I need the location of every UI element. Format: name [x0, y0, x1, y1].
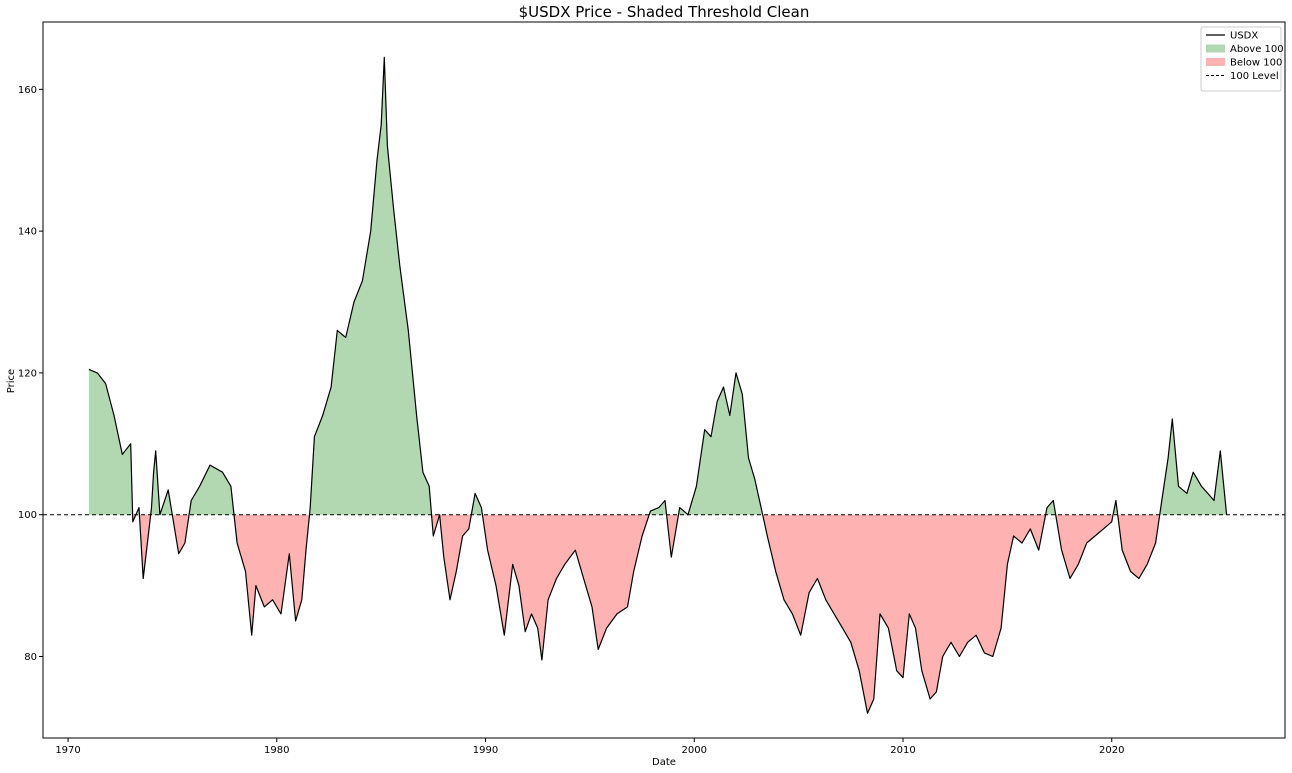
- y-tick-label: 160: [18, 85, 37, 96]
- plot-frame: [42, 21, 1286, 739]
- plot-area: [43, 56, 1285, 714]
- above-threshold-area-16: [678, 372, 763, 515]
- above-threshold-area-18: [1045, 500, 1056, 515]
- below-threshold-area-15: [666, 514, 679, 558]
- y-tick-label: 140: [18, 227, 37, 238]
- above-threshold-area-8: [309, 57, 432, 515]
- below-threshold-area-19: [1055, 514, 1114, 579]
- legend-label-100-level: 100 Level: [1230, 71, 1279, 82]
- below-threshold-area-7: [234, 514, 310, 636]
- legend-swatch-above-100: [1206, 44, 1225, 53]
- axes: 1970 1980 1990 2000 2010 2020 80 100 120 140 160: [18, 85, 1125, 756]
- x-tick-label: 1970: [55, 745, 80, 756]
- x-tick-label: 1990: [473, 745, 498, 756]
- legend-label-usdx: USDX: [1230, 31, 1258, 42]
- legend-label-above-100: Above 100: [1230, 44, 1284, 55]
- legend-label-below-100: Below 100: [1230, 58, 1282, 69]
- legend: USDX Above 100 Below 100 100 Level: [1200, 26, 1284, 92]
- below-threshold-area-17: [762, 514, 1046, 714]
- y-tick-label: 80: [24, 652, 37, 663]
- below-threshold-area-11: [439, 514, 472, 600]
- x-tick-label: 2010: [890, 745, 915, 756]
- y-axis-label: Price: [6, 369, 17, 393]
- above-threshold-area-6: [189, 465, 234, 515]
- above-threshold-area-22: [1159, 419, 1227, 515]
- above-threshold-area-4: [150, 450, 173, 515]
- chart-title: $USDX Price - Shaded Threshold Clean: [519, 3, 810, 21]
- below-threshold-area-5: [172, 514, 190, 554]
- above-threshold-area-0: [88, 369, 133, 515]
- below-threshold-area-13: [482, 514, 650, 660]
- y-tick-label: 120: [18, 368, 37, 379]
- x-axis-label: Date: [652, 757, 676, 768]
- below-threshold-area-3: [139, 514, 151, 579]
- x-tick-label: 2020: [1099, 745, 1124, 756]
- below-threshold-area-21: [1117, 514, 1160, 579]
- legend-swatch-below-100: [1206, 58, 1225, 66]
- usdx-price-line: [88, 56, 1228, 714]
- y-tick-label: 100: [18, 510, 37, 521]
- x-tick-label: 2000: [682, 745, 707, 756]
- x-tick-label: 1980: [264, 745, 289, 756]
- above-threshold-area-12: [471, 493, 483, 515]
